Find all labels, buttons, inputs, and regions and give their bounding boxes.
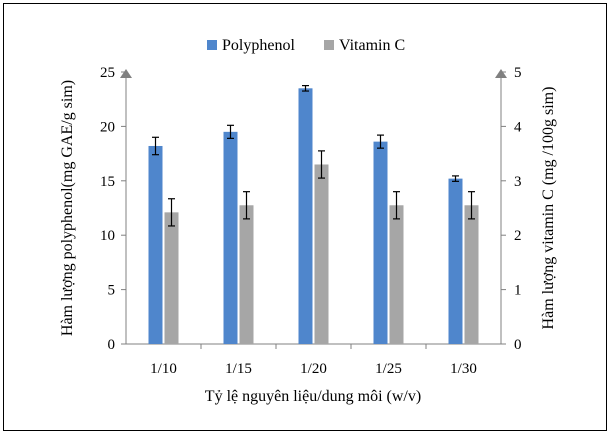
y-left-tick-label: 25 bbox=[100, 65, 115, 81]
x-tick-label: 1/25 bbox=[375, 361, 402, 377]
y-left-tick-label: 10 bbox=[100, 228, 115, 244]
x-axis-label: Tỷ lệ nguyên liệu/dung môi (w/v) bbox=[205, 388, 421, 405]
bar-vitamin-c bbox=[239, 205, 254, 344]
bar-polyphenol bbox=[373, 141, 388, 344]
y-right-tick-label: 4 bbox=[514, 119, 522, 135]
y-right-tick-label: 3 bbox=[514, 174, 522, 190]
bar-polyphenol bbox=[148, 145, 163, 344]
y-axis-left-label: Hàm lượng polyphenol(mg GAE/g sim) bbox=[59, 80, 76, 336]
bars-group bbox=[148, 88, 479, 344]
axes-group bbox=[120, 69, 507, 349]
tick-labels-group: 0 5 10 15 20 25 0 1 2 3 4 5 1/10 1/15 1/20 1/25 1/30 bbox=[100, 65, 522, 377]
bar-vitamin-c bbox=[164, 212, 179, 344]
y-left-tick-label: 15 bbox=[100, 174, 115, 190]
bar-vitamin-c bbox=[389, 205, 404, 344]
y-axis-right-label: Hàm lượng vitamin C (mg /100g sim) bbox=[540, 87, 557, 330]
bar-polyphenol bbox=[298, 88, 313, 344]
x-tick-label: 1/20 bbox=[300, 361, 327, 377]
y-left-tick-label: 5 bbox=[108, 283, 116, 299]
x-tick-label: 1/15 bbox=[225, 361, 252, 377]
bar-vitamin-c bbox=[464, 205, 479, 344]
y-left-tick-label: 0 bbox=[108, 337, 116, 353]
y-right-tick-label: 0 bbox=[514, 337, 522, 353]
bar-polyphenol bbox=[448, 178, 463, 344]
legend-swatch-vitamin-c bbox=[324, 40, 334, 50]
legend: Polyphenol Vitamin C bbox=[207, 37, 405, 54]
legend-swatch-polyphenol bbox=[207, 40, 217, 50]
error-bars-group bbox=[152, 84, 475, 227]
x-tick-label: 1/30 bbox=[450, 361, 477, 377]
y-right-tick-label: 2 bbox=[514, 228, 522, 244]
y-axis-left-arrow-icon bbox=[120, 69, 132, 78]
y-axis-right-arrow-icon bbox=[495, 69, 507, 78]
bar-vitamin-c bbox=[314, 164, 329, 344]
bar-polyphenol bbox=[223, 131, 238, 344]
legend-label-vitamin-c: Vitamin C bbox=[339, 37, 405, 54]
y-left-tick-label: 20 bbox=[100, 119, 115, 135]
x-tick-label: 1/10 bbox=[150, 361, 177, 377]
y-right-tick-label: 5 bbox=[514, 65, 522, 81]
y-right-tick-label: 1 bbox=[514, 283, 522, 299]
legend-label-polyphenol: Polyphenol bbox=[222, 37, 295, 54]
